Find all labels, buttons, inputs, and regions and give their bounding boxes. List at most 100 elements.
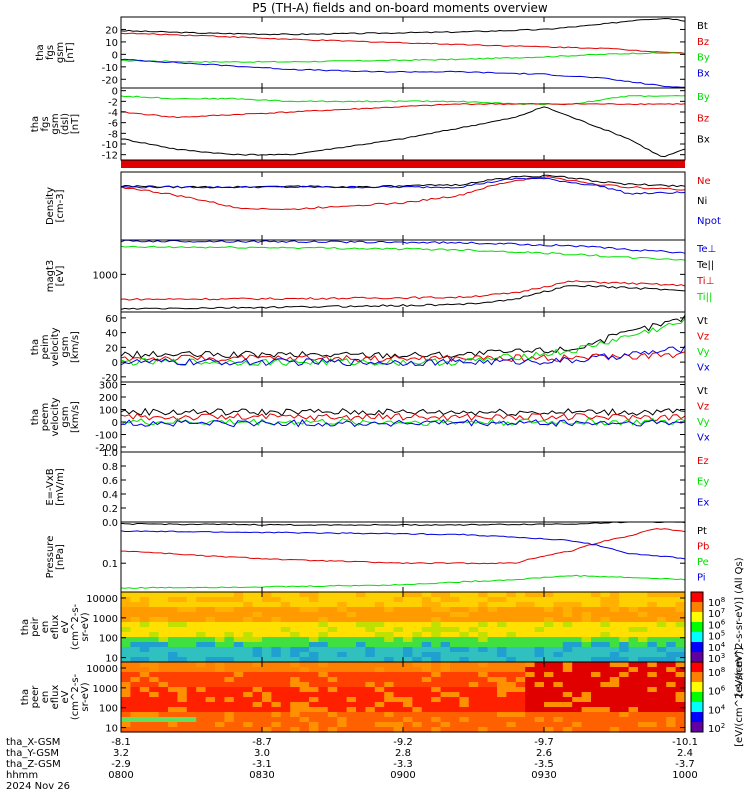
heatmap-cell (403, 652, 413, 658)
heatmap-cell (581, 642, 592, 648)
heatmap-cell (177, 607, 188, 613)
heatmap-cell (515, 722, 526, 728)
heatmap-cell (459, 622, 470, 628)
heatmap-cell (572, 697, 583, 703)
heatmap-cell (271, 647, 282, 653)
heatmap-cell (299, 722, 310, 728)
heatmap-cell (121, 727, 131, 733)
heatmap-cell (600, 597, 611, 603)
heatmap-cell (215, 647, 225, 653)
colorbar-segment (691, 652, 703, 663)
heatmap-cell (544, 642, 554, 648)
heatmap-cell (666, 657, 677, 663)
ylabel-line: [nT] (65, 42, 76, 62)
heatmap-cell (591, 602, 601, 608)
heatmap-cell (478, 602, 489, 608)
heatmap-cell (337, 602, 348, 608)
heatmap-cell (553, 667, 564, 673)
heatmap-cell (506, 632, 517, 638)
heatmap-cell (384, 712, 395, 718)
heatmap-cell (337, 622, 348, 628)
heatmap-cell (337, 707, 348, 713)
heatmap-cell (600, 692, 611, 698)
heatmap-cell (656, 657, 667, 663)
heatmap-cell (337, 692, 348, 698)
heatmap-cell (139, 622, 150, 628)
heatmap-cell (506, 637, 517, 643)
heatmap-cell (647, 687, 658, 693)
heatmap-cell (591, 647, 601, 653)
heatmap-cell (572, 627, 583, 633)
heatmap-cell (628, 592, 639, 598)
heatmap-cell (544, 707, 554, 713)
heatmap-cell (431, 597, 442, 603)
heatmap-cell (337, 682, 348, 688)
heatmap-cell (130, 632, 141, 638)
heatmap-cell (487, 622, 498, 628)
heatmap-cell (280, 602, 291, 608)
heatmap-cell (121, 717, 131, 723)
heatmap-cell (591, 717, 601, 723)
heatmap-cell (149, 657, 160, 663)
heatmap-cell (346, 602, 357, 608)
heatmap-cell (186, 657, 197, 663)
heatmap-cell (233, 727, 244, 733)
heatmap-cell (280, 687, 291, 693)
heatmap-cell (149, 622, 160, 628)
heatmap-cell (619, 687, 630, 693)
footer-value: 2.8 (395, 748, 411, 759)
heatmap-cell (205, 687, 216, 693)
heatmap-cell (525, 637, 536, 643)
ylabel-line: [nT] (70, 114, 81, 134)
heatmap-cell (600, 687, 611, 693)
heatmap-cell (139, 637, 150, 643)
heatmap-cell (309, 682, 319, 688)
heatmap-cell (233, 692, 244, 698)
ylabel-line: Density (45, 187, 56, 225)
heatmap-cell (628, 607, 639, 613)
heatmap-cell (327, 662, 338, 668)
heatmap-cell (121, 722, 131, 728)
series-line-Te|| (120, 284, 686, 310)
heatmap-cell (647, 617, 658, 623)
heatmap-cell (431, 682, 442, 688)
heatmap-cell (638, 707, 648, 713)
heatmap-cell (356, 692, 366, 698)
heatmap-cell (168, 717, 178, 723)
heatmap-cell (562, 652, 573, 658)
heatmap-cell (666, 647, 677, 653)
heatmap-cell (609, 702, 620, 708)
heatmap-cell (337, 647, 348, 653)
heatmap-cell (600, 682, 611, 688)
heatmap-cell (252, 617, 263, 623)
heatmap-cell (666, 697, 677, 703)
heatmap-cell (139, 677, 150, 683)
heatmap-cell (177, 652, 188, 658)
heatmap-cell (337, 662, 348, 668)
heatmap-cell (656, 712, 667, 718)
ylabel-line: velocity (50, 397, 61, 436)
heatmap-cell (487, 682, 498, 688)
heatmap-cell (393, 682, 404, 688)
heatmap-cell (619, 592, 630, 598)
heatmap-cell (139, 607, 150, 613)
heatmap-cell (327, 707, 338, 713)
heatmap-cell (374, 697, 385, 703)
heatmap-cell (572, 707, 583, 713)
heatmap-cell (121, 702, 131, 708)
heatmap-cell (553, 647, 564, 653)
heatmap-cell (656, 602, 667, 608)
heatmap-cell (412, 682, 423, 688)
heatmap-cell (656, 607, 667, 613)
heatmap-cell (205, 717, 216, 723)
heatmap-cell (262, 717, 272, 723)
heatmap-cell (581, 607, 592, 613)
heatmap-cell (121, 667, 131, 673)
heatmap-cell (139, 672, 150, 678)
heatmap-cell (262, 642, 272, 648)
ytick-label: 1000 (93, 684, 118, 695)
heatmap-cell (544, 662, 554, 668)
heatmap-cell (638, 602, 648, 608)
heatmap-cell (280, 597, 291, 603)
heatmap-cell (243, 702, 254, 708)
